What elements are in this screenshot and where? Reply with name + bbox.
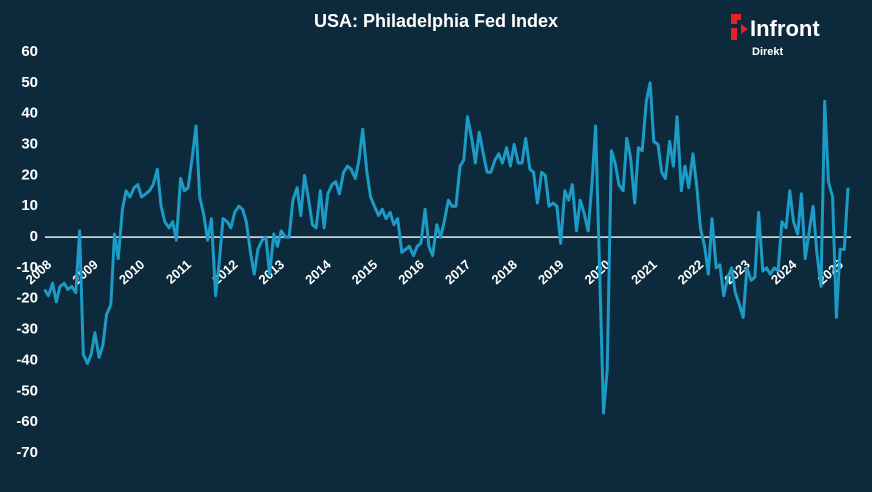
y-tick-label: 40 [21, 105, 38, 122]
y-tick-label: -60 [16, 413, 38, 430]
y-tick-label: 50 [21, 74, 38, 91]
y-tick-label: 60 [21, 43, 38, 60]
y-tick-label: 0 [30, 228, 38, 245]
y-tick-label: -40 [16, 351, 38, 368]
data-line [43, 81, 850, 415]
y-tick-label: -30 [16, 321, 38, 338]
logo: Infront Direkt [731, 14, 820, 58]
y-tick-label: -50 [16, 382, 38, 399]
y-tick-label: -70 [16, 444, 38, 461]
logo-sub: Direkt [752, 46, 784, 58]
y-tick-label: -20 [16, 290, 38, 307]
y-tick-label: 10 [21, 197, 38, 214]
logo-icon [731, 14, 748, 40]
chart-title: USA: Philadelphia Fed Index [314, 11, 558, 31]
logo-name: Infront [750, 16, 820, 41]
y-tick-label: -10 [16, 259, 38, 276]
y-tick-label: 30 [21, 136, 38, 153]
y-tick-label: 20 [21, 166, 38, 183]
